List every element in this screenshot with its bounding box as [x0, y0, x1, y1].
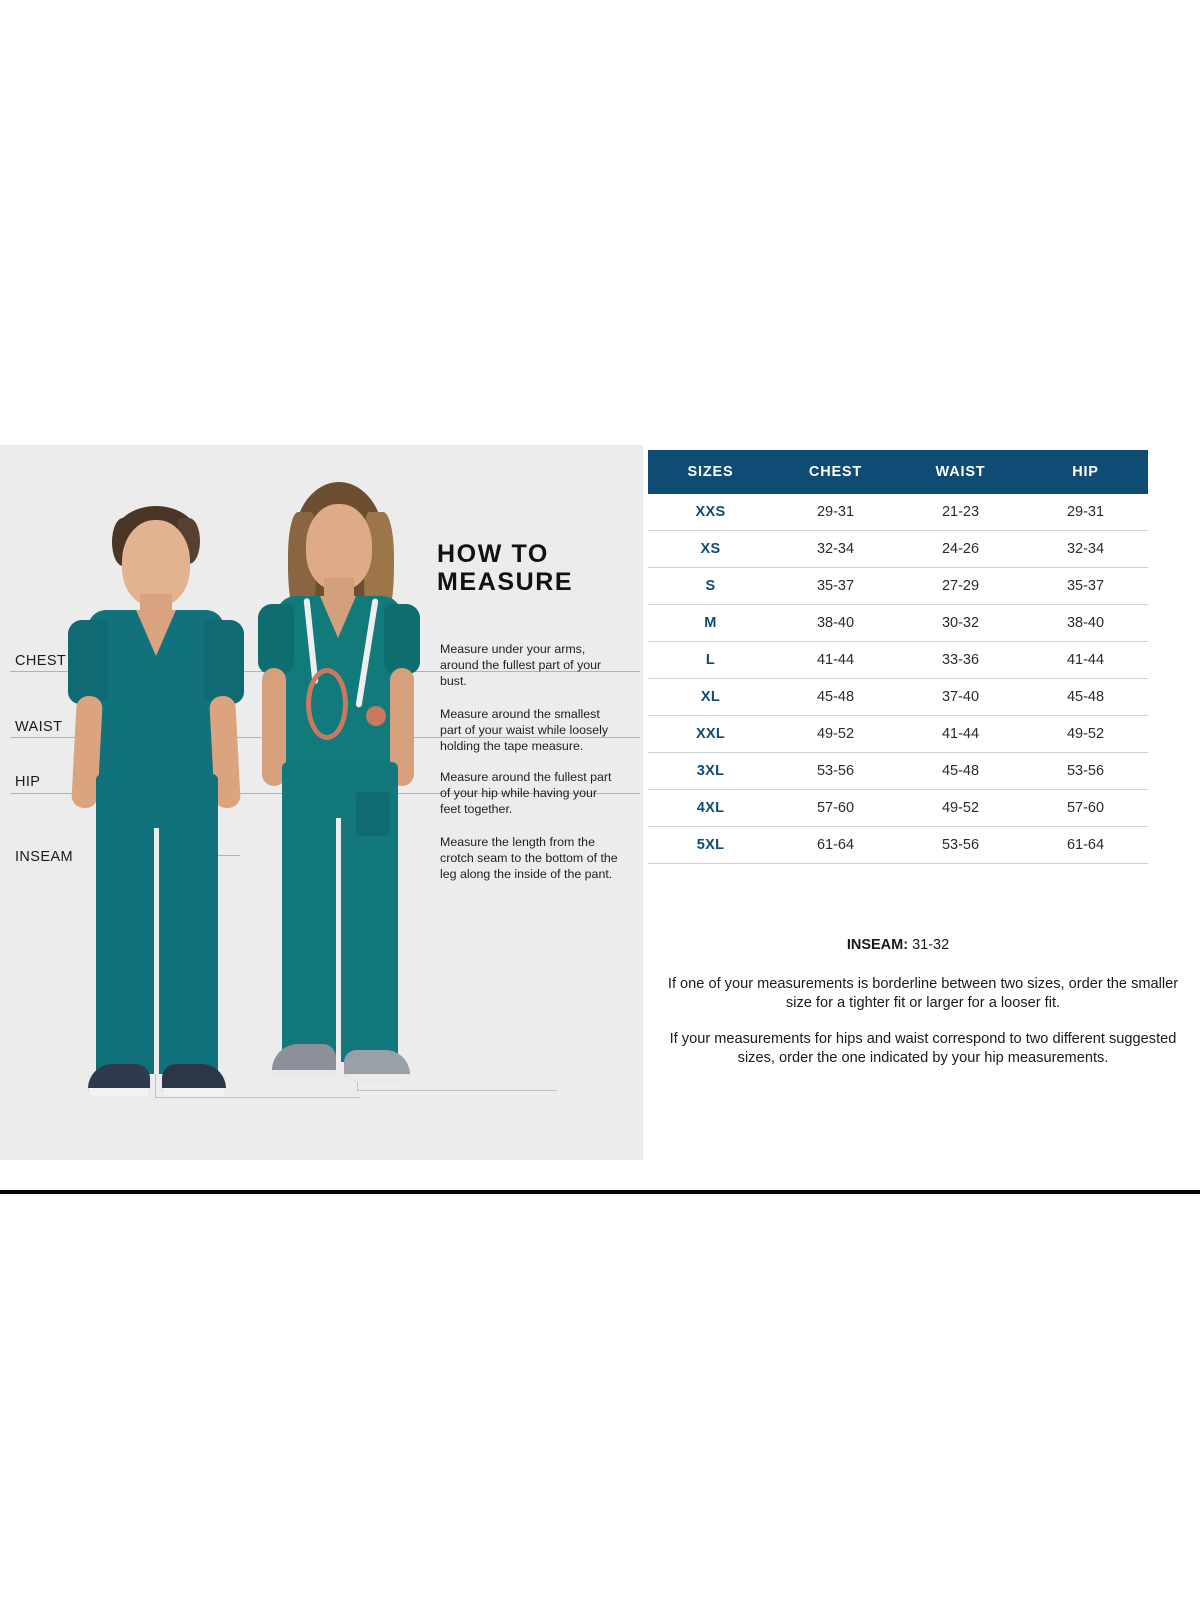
table-row: 3XL 53-56 45-48 53-56: [648, 752, 1148, 790]
size-chart-stage: CHEST WAIST HIP INSEAM HOW TO MEASURE Me…: [0, 445, 1200, 1160]
sizing-note-hip-priority: If your measurements for hips and waist …: [669, 1031, 1177, 1066]
cell-hip: 53-56: [1023, 752, 1148, 790]
cell-waist: 33-36: [898, 641, 1023, 679]
table-header-row: SIZES CHEST WAIST HIP: [648, 450, 1148, 494]
label-hip: HIP: [15, 774, 41, 790]
cell-chest: 29-31: [773, 494, 898, 531]
cell-chest: 61-64: [773, 826, 898, 864]
label-waist: WAIST: [15, 719, 63, 735]
cell-waist: 27-29: [898, 567, 1023, 605]
inseam-row: INSEAM: 31-32: [648, 937, 1148, 953]
instruction-waist: Measure around the smallest part of your…: [440, 707, 609, 753]
table-row: XL 45-48 37-40 45-48: [648, 678, 1148, 716]
female-sleeve-left: [258, 604, 294, 674]
cell-hip: 57-60: [1023, 789, 1148, 827]
cell-waist: 41-44: [898, 715, 1023, 753]
cell-size: 4XL: [648, 789, 773, 827]
cell-size: XS: [648, 530, 773, 568]
instruction-chest: Measure under your arms, around the full…: [440, 642, 602, 688]
label-inseam: INSEAM: [15, 849, 73, 865]
column-header-waist: WAIST: [898, 450, 1023, 494]
inseam-bottom-guide-right: [357, 1090, 557, 1091]
cell-waist: 45-48: [898, 752, 1023, 790]
stethoscope-loop: [306, 668, 348, 740]
table-row: M 38-40 30-32 38-40: [648, 604, 1148, 642]
label-chest: CHEST: [15, 653, 67, 669]
column-header-hip: HIP: [1023, 450, 1148, 494]
female-cargo-pocket: [356, 792, 390, 836]
male-leg-split: [154, 828, 159, 1074]
cell-waist: 49-52: [898, 789, 1023, 827]
cell-hip: 29-31: [1023, 494, 1148, 531]
how-to-measure-title: HOW TO MEASURE: [437, 540, 574, 596]
cell-size: XXS: [648, 494, 773, 531]
table-row: 5XL 61-64 53-56 61-64: [648, 826, 1148, 864]
sizing-note-borderline: If one of your measurements is borderlin…: [667, 976, 1179, 1011]
table-row: XXL 49-52 41-44 49-52: [648, 715, 1148, 753]
cell-waist: 30-32: [898, 604, 1023, 642]
male-sole-right: [162, 1088, 226, 1096]
cell-chest: 35-37: [773, 567, 898, 605]
female-sole-left: [272, 1070, 336, 1078]
female-model-illustration: [246, 478, 431, 1118]
cell-size: L: [648, 641, 773, 679]
male-head: [122, 520, 190, 606]
cell-hip: 41-44: [1023, 641, 1148, 679]
table-row: 4XL 57-60 49-52 57-60: [648, 789, 1148, 827]
cell-hip: 49-52: [1023, 715, 1148, 753]
male-sleeve-left: [68, 620, 108, 704]
cell-chest: 57-60: [773, 789, 898, 827]
cell-hip: 38-40: [1023, 604, 1148, 642]
size-chart-table: SIZES CHEST WAIST HIP XXS 29-31 21-23 29-31…: [648, 450, 1148, 864]
female-head: [306, 504, 372, 590]
instruction-hip: Measure around the fullest part of your …: [440, 770, 612, 816]
table-row: L 41-44 33-36 41-44: [648, 641, 1148, 679]
cell-size: M: [648, 604, 773, 642]
cell-chest: 53-56: [773, 752, 898, 790]
male-sleeve-right: [204, 620, 244, 704]
cell-size: 5XL: [648, 826, 773, 864]
inseam-bottom-guide-left: [155, 1097, 360, 1098]
column-header-sizes: SIZES: [648, 450, 773, 494]
cell-hip: 61-64: [1023, 826, 1148, 864]
cell-hip: 45-48: [1023, 678, 1148, 716]
table-body: XXS 29-31 21-23 29-31 XS 32-34 24-26 32-34 S 35-3…: [648, 494, 1148, 864]
cell-waist: 53-56: [898, 826, 1023, 864]
cell-hip: 35-37: [1023, 567, 1148, 605]
female-sole-right: [344, 1074, 410, 1082]
cell-waist: 24-26: [898, 530, 1023, 568]
cell-chest: 38-40: [773, 604, 898, 642]
male-sole-left: [88, 1088, 150, 1096]
cell-size: S: [648, 567, 773, 605]
cell-waist: 37-40: [898, 678, 1023, 716]
bottom-divider-rule: [0, 1190, 1200, 1194]
cell-size: XL: [648, 678, 773, 716]
cell-waist: 21-23: [898, 494, 1023, 531]
cell-chest: 41-44: [773, 641, 898, 679]
instruction-inseam: Measure the length from the crotch seam …: [440, 835, 618, 881]
table-header: SIZES CHEST WAIST HIP: [648, 450, 1148, 494]
female-leg-split: [336, 818, 341, 1062]
cell-chest: 45-48: [773, 678, 898, 716]
column-header-chest: CHEST: [773, 450, 898, 494]
inseam-label: INSEAM:: [846, 937, 909, 953]
how-to-measure-panel: CHEST WAIST HIP INSEAM HOW TO MEASURE Me…: [0, 445, 643, 1160]
cell-chest: 32-34: [773, 530, 898, 568]
inseam-value: 31-32: [912, 937, 950, 953]
stethoscope-bell: [366, 706, 386, 726]
table-row: XXS 29-31 21-23 29-31: [648, 494, 1148, 531]
cell-size: 3XL: [648, 752, 773, 790]
size-table-panel: ALL MEASUREMENTS COME IN INCHES SIZES CH…: [643, 445, 1200, 1160]
cell-chest: 49-52: [773, 715, 898, 753]
cell-hip: 32-34: [1023, 530, 1148, 568]
male-model-illustration: [62, 498, 252, 1118]
table-row: S 35-37 27-29 35-37: [648, 567, 1148, 605]
cell-size: XXL: [648, 715, 773, 753]
table-row: XS 32-34 24-26 32-34: [648, 530, 1148, 568]
female-sleeve-right: [384, 604, 420, 674]
